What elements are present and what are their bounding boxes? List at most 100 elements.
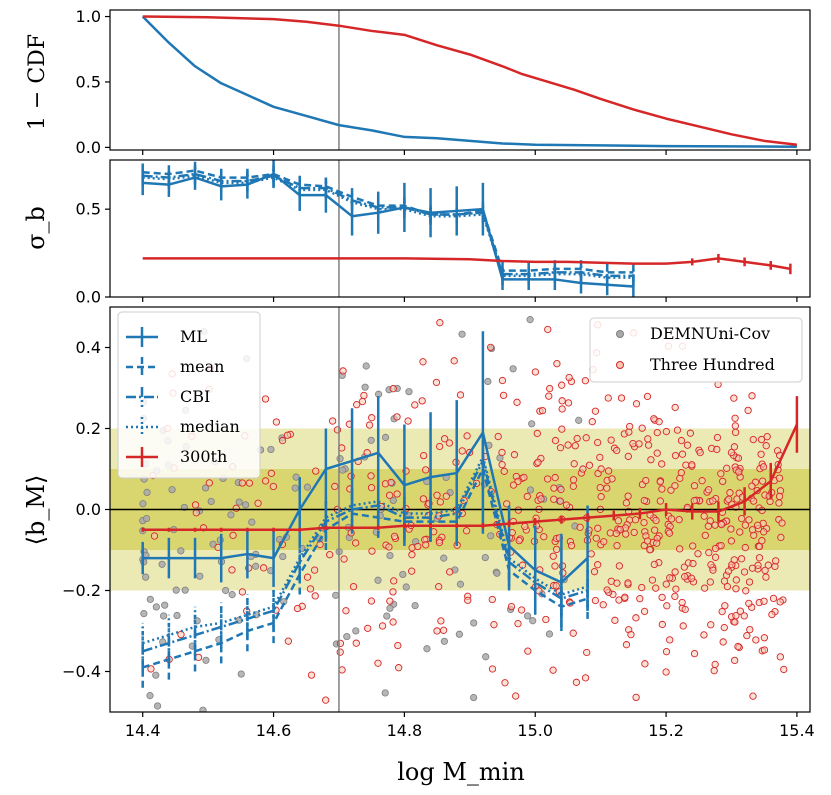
scatter-threehundred-point: [569, 476, 578, 484]
scatter-demnuni-point: [343, 632, 351, 641]
scatter-threehundred-point: [731, 618, 739, 626]
scatter-threehundred-point: [632, 614, 640, 622]
scatter-threehundred-point: [552, 545, 561, 554]
scatter-threehundred-point: [719, 638, 727, 646]
legend-mean: mean: [126, 357, 224, 377]
scatter-threehundred-point: [653, 539, 661, 547]
scatter-threehundred-point: [603, 484, 611, 492]
series-300th: [142, 253, 792, 275]
scatter-threehundred-point: [653, 449, 661, 457]
scatter-threehundred-point: [748, 564, 757, 572]
legend-mean-label: mean: [180, 357, 224, 376]
scatter-threehundred-point: [758, 477, 767, 485]
scatter-threehundred-point: [494, 432, 502, 441]
scatter-threehundred-point: [521, 522, 529, 531]
scatter-threehundred-point: [677, 468, 685, 477]
axes-frame: [109, 159, 811, 298]
scatter-demnuni-point: [481, 553, 489, 562]
scatter-threehundred-point: [433, 627, 441, 635]
scatter-threehundred-point: [732, 576, 740, 584]
scatter-threehundred-point: [557, 485, 565, 494]
scatter-threehundred-point: [683, 441, 692, 449]
scatter-threehundred-point: [608, 475, 616, 483]
scatter-threehundred-point: [269, 482, 278, 491]
scatter-demnuni-point: [199, 706, 207, 712]
scatter-threehundred-point: [636, 595, 644, 603]
scatter-threehundred-point: [576, 523, 584, 531]
scatter-threehundred-point: [713, 433, 722, 442]
scatter-demnuni-point: [140, 610, 148, 618]
scatter-threehundred-point: [507, 602, 516, 611]
scatter-threehundred-point: [307, 671, 316, 679]
scatter-threehundred-point: [336, 639, 345, 648]
scatter-threehundred-point: [419, 358, 427, 366]
scatter-threehundred-point: [581, 377, 590, 385]
xtick-label: 15.2: [648, 721, 684, 740]
scatter-demnuni-point: [367, 436, 375, 444]
ylabel-sigma: σ_b: [22, 206, 50, 250]
scatter-threehundred-point: [552, 582, 560, 590]
scatter-threehundred-point: [679, 622, 687, 630]
scatter-threehundred-point: [512, 692, 520, 700]
scatter-threehundred-point: [749, 435, 757, 444]
scatter-threehundred-point: [581, 674, 590, 682]
scatter-threehundred-point: [709, 497, 717, 505]
scatter-threehundred-point: [446, 568, 454, 576]
series-median: [141, 436, 589, 664]
scatter-threehundred-point: [597, 465, 605, 473]
scatter-demnuni-point: [470, 619, 478, 627]
scatter-threehundred-point: [775, 474, 784, 482]
scatter-threehundred-point: [638, 583, 646, 592]
scatter-demnuni-point: [493, 569, 501, 577]
scatter-threehundred-point: [534, 458, 542, 466]
scatter-threehundred-point: [731, 656, 739, 665]
ytick-label: 0.5: [76, 72, 101, 91]
scatter-demnuni-point: [526, 316, 534, 324]
scatter-threehundred-point: [638, 424, 646, 432]
scatter-threehundred-point: [655, 418, 663, 426]
scatter-demnuni-point: [279, 552, 287, 561]
scatter-demnuni-point: [440, 554, 448, 562]
scatter-threehundred-point: [662, 668, 670, 676]
scatter-demnuni-point: [152, 671, 160, 679]
scatter-threehundred-point: [762, 573, 770, 581]
legend-threehundred: Three Hundred: [616, 355, 775, 374]
scatter-threehundred-point: [748, 526, 757, 534]
scatter-demnuni-point: [142, 514, 151, 523]
scatter-demnuni-point: [440, 637, 448, 645]
scatter-threehundred-point: [678, 598, 686, 607]
scatter-threehundred-point: [624, 452, 632, 461]
scatter-threehundred-point: [303, 573, 312, 581]
scatter-threehundred-point: [500, 467, 508, 475]
scatter-threehundred-point: [389, 385, 397, 393]
scatter-threehundred-point: [588, 418, 596, 426]
scatter-threehundred-point: [564, 399, 573, 407]
scatter-threehundred-point: [194, 653, 203, 662]
scatter-threehundred-point: [624, 579, 632, 587]
scatter-demnuni-point: [228, 591, 236, 599]
scatter-threehundred-point: [368, 547, 376, 555]
scatter-threehundred-point: [711, 660, 719, 669]
scatter-threehundred-point: [393, 490, 401, 498]
scatter-threehundred-point: [744, 406, 752, 415]
scatter-threehundred-point: [768, 610, 776, 619]
scatter-threehundred-point: [752, 636, 760, 644]
scatter-demnuni-point: [458, 330, 466, 338]
scatter-threehundred-point: [672, 585, 680, 593]
series-line: [142, 459, 588, 653]
scatter-threehundred-point: [590, 568, 599, 576]
scatter-threehundred-point: [450, 357, 458, 365]
scatter-threehundred-point: [533, 429, 541, 438]
scatter-threehundred-point: [538, 406, 547, 415]
scatter-threehundred-point: [594, 524, 602, 532]
scatter-demnuni-point: [160, 612, 168, 620]
scatter-threehundred-point: [501, 679, 509, 687]
scatter-demnuni-point: [139, 500, 147, 508]
scatter-threehundred-point: [760, 646, 769, 654]
scatter-threehundred-point: [551, 473, 559, 482]
scatter-demnuni-point: [161, 601, 169, 609]
scatter-threehundred-point: [191, 501, 200, 509]
scatter-threehundred-point: [591, 407, 600, 415]
scatter-threehundred-point: [254, 499, 262, 507]
scatter-threehundred-point: [748, 482, 756, 490]
